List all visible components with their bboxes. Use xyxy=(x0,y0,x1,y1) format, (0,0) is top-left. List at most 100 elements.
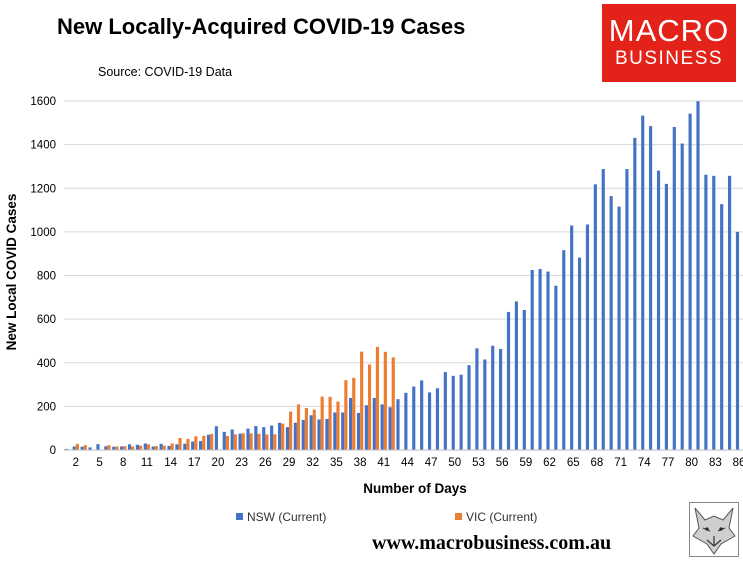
bar-vic xyxy=(367,364,372,450)
bar-nsw xyxy=(127,444,132,450)
bar-vic xyxy=(352,377,356,450)
x-tick-label: 20 xyxy=(212,457,225,469)
bar-nsw xyxy=(577,257,582,450)
bar-nsw xyxy=(585,224,590,450)
y-tick-label: 0 xyxy=(50,445,56,457)
macro-business-logo: MACRO BUSINESS xyxy=(602,4,736,82)
bar-nsw xyxy=(412,386,416,450)
bar-nsw xyxy=(317,419,321,450)
x-tick-label: 11 xyxy=(141,457,153,469)
bar-vic xyxy=(304,407,308,450)
bar-vic xyxy=(265,434,269,450)
bar-nsw xyxy=(238,433,242,450)
bar-nsw xyxy=(135,444,140,450)
bar-vic xyxy=(281,423,285,450)
bar-nsw xyxy=(680,143,684,451)
x-tick-label: 68 xyxy=(591,457,604,469)
y-tick-label: 1400 xyxy=(30,140,56,152)
x-tick-label: 44 xyxy=(401,457,414,469)
bar-vic xyxy=(131,446,135,450)
x-tick-label: 71 xyxy=(614,457,627,469)
bar-nsw xyxy=(167,445,171,450)
bar-nsw xyxy=(641,115,645,450)
bar-nsw xyxy=(72,446,76,450)
bar-vic xyxy=(273,434,277,450)
bar-vic xyxy=(202,435,206,450)
bar-nsw xyxy=(601,169,605,450)
bar-vic xyxy=(249,433,253,450)
bar-nsw xyxy=(491,345,495,450)
bar-nsw xyxy=(199,441,203,450)
bar-nsw xyxy=(159,443,163,450)
bar-nsw xyxy=(380,404,384,450)
x-tick-label: 29 xyxy=(283,457,296,469)
legend-swatch-vic xyxy=(455,513,462,520)
legend-swatch-nsw xyxy=(236,513,243,520)
x-tick-label: 74 xyxy=(638,457,651,469)
bar-nsw xyxy=(88,447,92,450)
bar-chart: 0 200 400 600 800 1000 1200 1400 1600 2 5 8 11 14 17 20… xyxy=(30,96,743,469)
bar-nsw xyxy=(712,175,716,450)
bar-nsw xyxy=(704,174,708,450)
bar-nsw xyxy=(672,126,676,450)
x-tick-label: 65 xyxy=(567,457,580,469)
bar-vic xyxy=(83,445,87,450)
bar-vic xyxy=(170,443,174,450)
bar-vic xyxy=(312,409,316,450)
y-tick-label: 1200 xyxy=(30,183,56,195)
bar-nsw xyxy=(262,427,266,450)
chart-source: Source: COVID-19 Data xyxy=(98,65,233,79)
bar-nsw xyxy=(341,412,345,450)
bar-nsw xyxy=(104,446,108,450)
bar-nsw xyxy=(285,427,290,450)
bar-vic xyxy=(344,380,348,450)
x-tick-label: 77 xyxy=(662,457,675,469)
bar-nsw xyxy=(96,444,100,450)
bar-nsw xyxy=(735,231,740,450)
bar-nsw xyxy=(206,434,211,450)
logo-line1: MACRO xyxy=(608,13,730,48)
x-tick-label: 32 xyxy=(306,457,319,469)
x-tick-label: 35 xyxy=(330,457,343,469)
bar-nsw xyxy=(427,392,432,450)
bar-vic xyxy=(107,445,111,450)
bar-vic xyxy=(210,433,214,450)
logo-line2: BUSINESS xyxy=(614,48,724,69)
bar-nsw xyxy=(270,425,274,450)
bar-vic xyxy=(391,357,395,450)
bar-vic xyxy=(194,436,198,450)
bar-vic xyxy=(225,436,230,450)
bar-nsw xyxy=(475,348,479,450)
y-axis-label: New Local COVID Cases xyxy=(4,193,19,351)
x-tick-label: 14 xyxy=(164,457,177,469)
bar-vic xyxy=(328,396,332,450)
bar-nsw xyxy=(80,446,84,450)
x-tick-label: 56 xyxy=(496,457,509,469)
bar-vic xyxy=(383,351,387,450)
y-tick-label: 200 xyxy=(37,401,56,413)
x-tick-label: 86 xyxy=(733,457,743,469)
bar-vic xyxy=(233,434,237,450)
bar-nsw xyxy=(325,419,329,450)
legend-item-vic: VIC (Current) xyxy=(455,510,537,524)
bar-nsw xyxy=(522,309,526,450)
bar-nsw xyxy=(277,422,282,450)
bar-nsw xyxy=(530,270,534,450)
bar-nsw xyxy=(214,426,218,450)
bar-nsw xyxy=(404,392,408,450)
bar-nsw xyxy=(120,446,124,450)
legend-label-nsw: NSW (Current) xyxy=(247,510,327,524)
bar-nsw xyxy=(649,126,653,450)
bar-nsw xyxy=(562,250,566,450)
bar-nsw xyxy=(483,359,487,450)
bar-nsw xyxy=(309,415,313,450)
bar-nsw xyxy=(443,372,447,450)
bar-nsw xyxy=(175,444,179,450)
x-tick-label: 5 xyxy=(96,457,102,469)
bar-nsw xyxy=(570,225,574,450)
x-axis-label: Number of Days xyxy=(363,481,467,496)
bar-vic xyxy=(320,396,324,450)
bar-nsw xyxy=(499,349,503,450)
bar-nsw xyxy=(514,301,518,450)
bar-nsw xyxy=(372,397,376,450)
